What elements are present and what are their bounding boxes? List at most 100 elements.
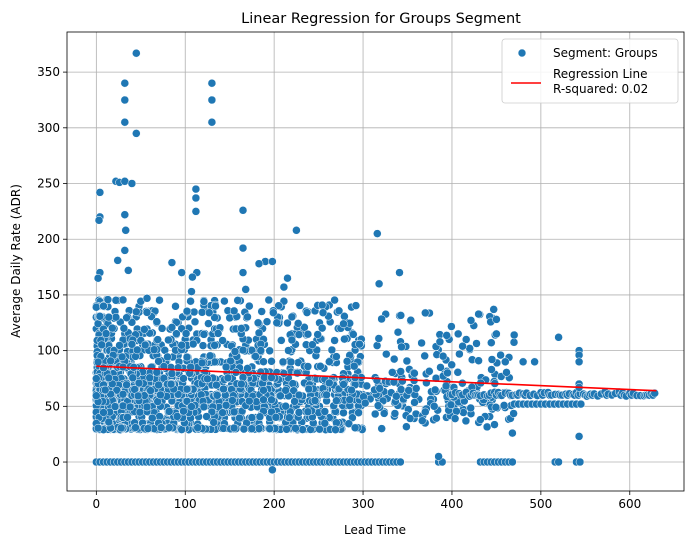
scatter-point [146,386,155,395]
scatter-point [229,306,239,316]
scatter-point [259,395,268,404]
scatter-point [447,322,456,331]
scatter-point [155,295,164,305]
scatter-point [221,362,231,372]
scatter-point [191,193,201,203]
scatter-point [259,386,268,395]
scatter-point [225,313,234,323]
scatter-point [294,408,304,417]
scatter-point [345,395,354,404]
scatter-point [164,407,174,416]
scatter-point [453,329,463,339]
scatter-point [397,342,406,352]
scatter-point [235,413,244,423]
scatter-point [390,409,400,418]
scatter-point [106,356,115,366]
scatter-point [154,380,163,390]
scatter-point [287,335,297,345]
scatter-point [127,340,137,349]
scatter-point [389,354,399,364]
scatter-point [382,349,391,359]
scatter-point [229,423,239,433]
scatter-point [267,395,276,405]
scatter-point [282,425,291,434]
scatter-point [127,179,137,188]
scatter-point [145,373,154,383]
scatter-point [188,272,197,282]
scatter-point [193,423,202,432]
scatter-point [218,408,227,417]
scatter-point [142,294,152,303]
scatter-point [112,385,122,395]
scatter-point [203,374,212,384]
scatter-point [406,315,416,325]
scatter-point [310,396,320,405]
scatter-point [392,392,401,401]
scatter-point [252,397,261,406]
scatter-point [402,422,411,431]
scatter-point [251,352,260,361]
scatter-point [278,357,288,367]
scatter-point [281,401,290,411]
scatter-point [93,423,103,433]
y-tick-label: 0 [52,455,60,469]
scatter-point [121,226,130,235]
scatter-point [574,357,584,367]
scatter-point [287,312,297,322]
scatter-point [120,95,130,105]
x-tick-label: 200 [263,497,286,511]
scatter-point [316,362,325,371]
scatter-point [393,327,403,337]
scatter-point [355,339,364,349]
scatter-point [330,295,339,305]
scatter-point [344,419,354,428]
scatter-point [271,413,281,422]
scatter-point [152,317,162,326]
scatter-point [228,396,237,405]
scatter-point [421,308,430,318]
scatter-point [487,365,496,374]
scatter-point [443,368,452,378]
scatter-point [509,338,519,347]
legend-line-sublabel: R-squared: 0.02 [553,82,648,96]
legend: Segment: Groups Regression Line R-square… [501,38,679,104]
scatter-point [420,351,429,361]
scatter-point [340,334,349,344]
scatter-point [349,361,359,371]
scatter-point [239,424,249,434]
scatter-point [101,329,111,338]
scatter-point [233,296,242,305]
scatter-point [402,356,412,366]
scatter-point [104,373,114,383]
y-tick-label: 100 [37,344,60,358]
scatter-point [202,412,211,421]
scatter-point [148,413,157,423]
scatter-point [197,358,207,368]
scatter-point [223,373,233,383]
y-tick-label: 150 [37,288,60,302]
scatter-point [396,457,405,467]
scatter-point [576,399,586,409]
scatter-point [254,259,264,268]
scatter-point [187,402,196,411]
scatter-point [118,401,128,411]
scatter-point [294,330,304,339]
scatter-point [120,246,130,255]
scatter-point [530,357,539,367]
scatter-point [103,295,113,304]
scatter-point [140,325,149,334]
scatter-point [425,367,434,376]
scatter-point [410,369,419,378]
scatter-point [134,378,144,388]
scatter-point [325,357,334,366]
scatter-point [104,312,114,322]
scatter-point [204,319,213,328]
scatter-point [465,344,474,353]
scatter-point [179,374,188,383]
scatter-point [210,313,219,322]
scatter-point [120,177,130,186]
scatter-point [140,340,150,350]
scatter-point [492,315,501,324]
scatter-point [268,465,277,475]
regression-line-group [96,365,657,392]
